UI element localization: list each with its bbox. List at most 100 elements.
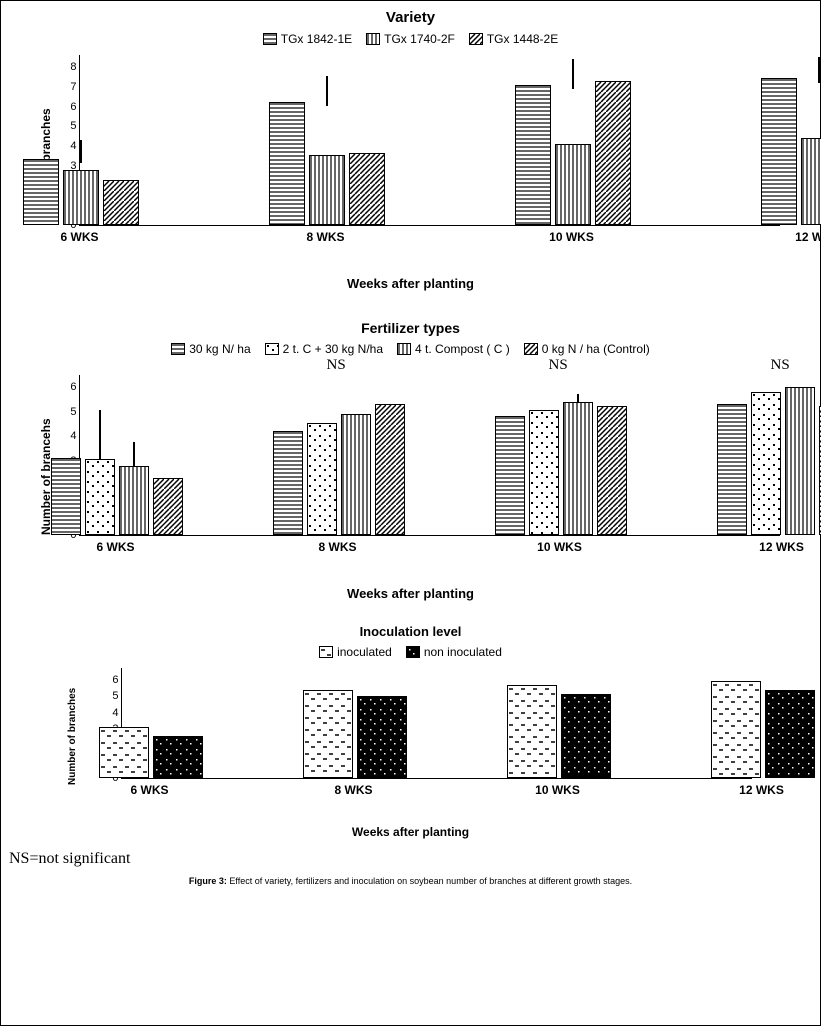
legend-swatch bbox=[171, 343, 185, 355]
legend-label: TGx 1740-2F bbox=[384, 32, 455, 46]
inoculation-chart: Inoculation level inoculated non inoculat… bbox=[9, 624, 812, 844]
ns-label: NS bbox=[771, 357, 790, 374]
x-label: 12 WKS bbox=[710, 783, 814, 797]
bar bbox=[515, 85, 551, 225]
chart1-legend: TGx 1842-1E TGx 1740-2F TGx 1448-2E bbox=[9, 32, 812, 46]
bar-group bbox=[495, 402, 627, 535]
bar bbox=[495, 416, 525, 535]
bar-group bbox=[515, 81, 631, 226]
y-tick: 6 bbox=[57, 381, 77, 393]
bar-group bbox=[269, 102, 385, 225]
x-label: 8 WKS bbox=[272, 540, 404, 554]
chart1-plot-area bbox=[79, 55, 780, 226]
x-label: 6 WKS bbox=[22, 230, 138, 244]
bar bbox=[119, 466, 149, 535]
legend-swatch bbox=[469, 33, 483, 45]
bar bbox=[153, 478, 183, 535]
y-tick: 5 bbox=[99, 690, 119, 702]
bar bbox=[563, 402, 593, 535]
legend-item: 30 kg N/ ha bbox=[171, 342, 250, 356]
bar-group bbox=[303, 690, 407, 778]
legend-item: TGx 1740-2F bbox=[366, 32, 455, 46]
x-label: 10 WKS bbox=[494, 540, 626, 554]
bar bbox=[307, 423, 337, 535]
y-tick: 4 bbox=[57, 430, 77, 442]
bar bbox=[555, 144, 591, 225]
x-label: 8 WKS bbox=[302, 783, 406, 797]
error-bar bbox=[326, 76, 328, 106]
bar bbox=[357, 696, 407, 779]
variety-chart: Variety TGx 1842-1E TGx 1740-2F TGx 1448-2… bbox=[9, 9, 812, 294]
legend-swatch bbox=[397, 343, 411, 355]
figure-caption: Figure 3: Effect of variety, fertilizers… bbox=[9, 876, 812, 886]
bar-group bbox=[507, 685, 611, 779]
chart2-legend: 30 kg N/ ha 2 t. C + 30 kg N/ha 4 t. Compo… bbox=[9, 342, 812, 356]
bar bbox=[63, 170, 99, 225]
legend-swatch bbox=[524, 343, 538, 355]
legend-swatch bbox=[366, 33, 380, 45]
legend-item: inoculated bbox=[319, 645, 392, 659]
bar-group bbox=[23, 159, 139, 225]
ns-label: NS bbox=[327, 357, 346, 374]
chart2-plot-area: NSNSNS bbox=[79, 375, 780, 536]
bar bbox=[597, 406, 627, 535]
error-bar bbox=[99, 410, 101, 459]
bar bbox=[309, 155, 345, 225]
y-tick: 6 bbox=[57, 101, 77, 113]
error-bar bbox=[133, 442, 135, 466]
x-label: 6 WKS bbox=[98, 783, 202, 797]
x-label: 10 WKS bbox=[514, 230, 630, 244]
chart3-ylabel: Number of branches bbox=[67, 688, 78, 785]
x-label: 6 WKS bbox=[50, 540, 182, 554]
bar bbox=[375, 404, 405, 535]
bar bbox=[273, 431, 303, 535]
bar bbox=[801, 138, 821, 225]
y-tick: 6 bbox=[99, 674, 119, 686]
ns-label: NS bbox=[549, 357, 568, 374]
legend-label: TGx 1448-2E bbox=[487, 32, 558, 46]
chart3-legend: inoculated non inoculated bbox=[9, 645, 812, 659]
caption-prefix: Figure 3: bbox=[189, 876, 227, 886]
bar-group bbox=[51, 458, 183, 535]
y-tick: 5 bbox=[57, 120, 77, 132]
footnote: NS=not significant bbox=[9, 850, 812, 868]
legend-item: non inoculated bbox=[406, 645, 502, 659]
chart3-title: Inoculation level bbox=[9, 624, 812, 639]
bar bbox=[761, 78, 797, 225]
chart3-xlabel: Weeks after planting bbox=[9, 825, 812, 839]
error-bar bbox=[572, 59, 574, 89]
legend-label: 0 kg N / ha (Control) bbox=[542, 342, 650, 356]
legend-item: TGx 1448-2E bbox=[469, 32, 558, 46]
bar bbox=[785, 387, 815, 535]
bar bbox=[751, 392, 781, 535]
bar bbox=[765, 690, 815, 778]
legend-swatch bbox=[263, 33, 277, 45]
bar bbox=[303, 690, 353, 778]
y-tick: 8 bbox=[57, 61, 77, 73]
bar bbox=[717, 404, 747, 535]
bar bbox=[711, 681, 761, 778]
legend-label: TGx 1842-1E bbox=[281, 32, 352, 46]
chart1-title: Variety bbox=[9, 9, 812, 26]
legend-label: 2 t. C + 30 kg N/ha bbox=[283, 342, 383, 356]
bar bbox=[103, 180, 139, 225]
legend-swatch bbox=[319, 646, 333, 658]
legend-label: non inoculated bbox=[424, 645, 502, 659]
bar bbox=[85, 459, 115, 535]
bar-group bbox=[717, 387, 821, 535]
bar-group bbox=[99, 727, 203, 778]
legend-item: TGx 1842-1E bbox=[263, 32, 352, 46]
legend-item: 4 t. Compost ( C ) bbox=[397, 342, 510, 356]
legend-label: inoculated bbox=[337, 645, 392, 659]
bar bbox=[507, 685, 557, 779]
bar bbox=[529, 410, 559, 535]
legend-swatch bbox=[265, 343, 279, 355]
fertilizer-chart: Fertilizer types 30 kg N/ ha2 t. C + 30 … bbox=[9, 320, 812, 610]
chart2-xlabel: Weeks after planting bbox=[9, 586, 812, 601]
chart3-plot-area bbox=[121, 668, 752, 779]
bar-group bbox=[761, 76, 821, 225]
x-label: 12 WKS bbox=[716, 540, 821, 554]
legend-swatch bbox=[406, 646, 420, 658]
bar bbox=[269, 102, 305, 225]
legend-label: 30 kg N/ ha bbox=[189, 342, 250, 356]
